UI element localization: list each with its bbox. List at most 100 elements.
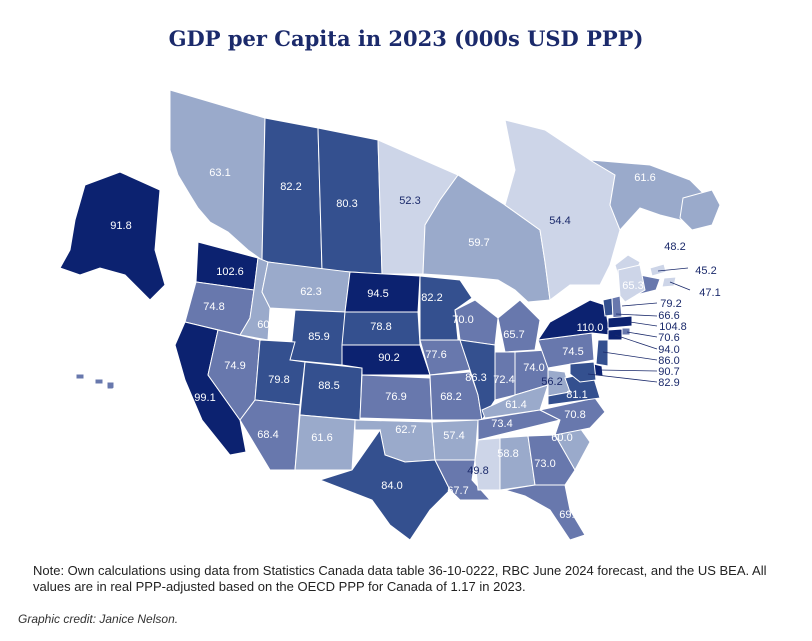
region-vermont	[602, 297, 614, 317]
value-label-wisconsin: 70.0	[452, 314, 473, 326]
region-prince-edward-island	[649, 263, 667, 277]
region-texas	[318, 428, 451, 541]
leader-line	[615, 313, 658, 317]
value-label-yukon: 63.1	[209, 167, 230, 179]
region-newfoundland-and-labrador	[589, 159, 706, 231]
value-label-washington: 102.6	[216, 266, 244, 278]
region-connecticut	[607, 328, 623, 341]
value-label-michigan: 65.7	[503, 329, 524, 341]
leader-line	[629, 321, 658, 327]
value-label-cape-breton: 47.1	[699, 287, 720, 299]
value-label-new-mexico: 61.6	[311, 432, 332, 444]
value-label-newfoundland-and-labrador: 61.6	[634, 172, 655, 184]
value-label-utah: 79.8	[268, 374, 289, 386]
value-label-tennessee: 73.4	[491, 418, 512, 430]
value-label-indiana: 72.4	[493, 374, 514, 386]
value-label-ohio: 74.0	[523, 362, 544, 374]
value-label-south-dakota: 78.8	[370, 321, 391, 333]
footnote: Note: Own calculations using data from S…	[33, 563, 767, 594]
value-label-quebec: 54.4	[549, 215, 570, 227]
value-label-california: 99.1	[194, 392, 215, 404]
value-label-maryland: 82.9	[658, 377, 679, 389]
value-label-illinois: 86.3	[465, 372, 486, 384]
value-label-kansas: 76.9	[385, 391, 406, 403]
leader-line	[602, 351, 658, 361]
graphic-credit: Graphic credit: Janice Nelson.	[18, 612, 179, 626]
value-label-oregon: 74.8	[203, 301, 224, 313]
region-massachusetts	[607, 315, 633, 329]
value-label-nova-scotia: 65.3	[622, 280, 643, 292]
value-label-prince-edward-island: 45.2	[695, 265, 716, 277]
value-label-florida: 69.9	[559, 509, 580, 521]
value-label-west-virginia: 56.2	[541, 376, 562, 388]
value-label-connecticut: 94.0	[658, 344, 679, 356]
value-label-iowa: 77.6	[425, 349, 446, 361]
region-michigan	[497, 299, 541, 353]
region-northwest-territories	[261, 117, 323, 271]
value-label-alaska: 91.8	[110, 220, 131, 232]
region-alaska	[59, 171, 166, 301]
value-label-montana: 62.3	[300, 286, 321, 298]
leader-line	[621, 302, 658, 307]
value-label-ontario: 59.7	[468, 237, 489, 249]
value-label-new-hampshire: 66.6	[658, 310, 679, 322]
value-label-new-jersey: 86.0	[658, 355, 679, 367]
region-newfoundland-island	[679, 189, 721, 231]
choropleth-map: 63.1 82.2 80.3 52.3 54.4 61.6 59.7 91.8 75.3 102.…	[59, 89, 721, 541]
region-kentucky	[481, 384, 549, 419]
leader-line	[614, 334, 658, 350]
region-shapes	[59, 89, 721, 541]
value-label-minnesota: 82.2	[421, 292, 442, 304]
leader-line	[657, 267, 689, 272]
value-label-nebraska: 90.2	[378, 352, 399, 364]
value-label-vermont: 79.2	[660, 298, 681, 310]
value-label-pennsylvania: 74.5	[562, 346, 583, 358]
region-florida	[504, 484, 586, 541]
value-label-hawaii: 75.3	[96, 386, 117, 398]
value-label-north-dakota: 94.5	[367, 288, 388, 300]
value-label-nunavut-east: 52.3	[399, 195, 420, 207]
value-label-oklahoma: 62.7	[395, 424, 416, 436]
region-cape-breton	[661, 276, 677, 288]
value-label-georgia: 73.0	[534, 458, 555, 470]
leader-line	[669, 281, 691, 291]
value-label-arkansas: 57.4	[443, 430, 464, 442]
value-label-new-brunswick: 48.2	[664, 241, 685, 253]
value-label-massachusetts: 104.8	[659, 321, 687, 333]
region-rhode-island	[621, 327, 631, 336]
region-maine	[617, 264, 646, 303]
leader-lines	[587, 267, 691, 383]
value-label-nevada: 74.9	[224, 360, 245, 372]
value-label-nunavut: 80.3	[336, 198, 357, 210]
leader-line	[626, 331, 658, 338]
value-label-louisiana: 67.7	[447, 485, 468, 497]
value-label-north-carolina: 70.8	[564, 409, 585, 421]
value-label-new-york: 110.0	[577, 322, 604, 334]
value-label-arizona: 68.4	[257, 429, 278, 441]
value-label-missouri: 68.2	[440, 391, 461, 403]
value-label-wyoming: 85.9	[308, 331, 329, 343]
value-label-idaho: 60.5	[257, 319, 278, 331]
value-label-alabama: 58.8	[497, 448, 518, 460]
value-label-texas: 84.0	[381, 480, 402, 492]
value-label-rhode-island: 70.6	[658, 332, 679, 344]
value-label-delaware: 90.7	[658, 366, 679, 378]
region-arizona	[239, 399, 301, 471]
value-label-colorado: 88.5	[318, 380, 339, 392]
value-label-mississippi: 49.8	[467, 465, 488, 477]
value-label-northwest-territories: 82.2	[280, 181, 301, 193]
value-labels: 63.1 82.2 80.3 52.3 54.4 61.6 59.7 91.8 75.3 102.…	[96, 167, 720, 521]
value-label-virginia: 81.1	[566, 389, 587, 401]
region-new-hampshire	[611, 295, 623, 319]
region-mississippi	[474, 437, 501, 491]
value-label-kentucky: 61.4	[505, 399, 526, 411]
region-new-jersey	[595, 339, 609, 367]
leader-line	[598, 369, 658, 372]
region-hawaii	[75, 373, 115, 390]
region-maryland	[569, 361, 597, 383]
region-georgia	[527, 434, 576, 486]
leader-line	[587, 373, 658, 383]
value-label-south-carolina: 60.0	[551, 432, 572, 444]
map-title: GDP per Capita in 2023 (000s USD PPP)	[168, 26, 644, 51]
region-new-york	[536, 299, 611, 341]
